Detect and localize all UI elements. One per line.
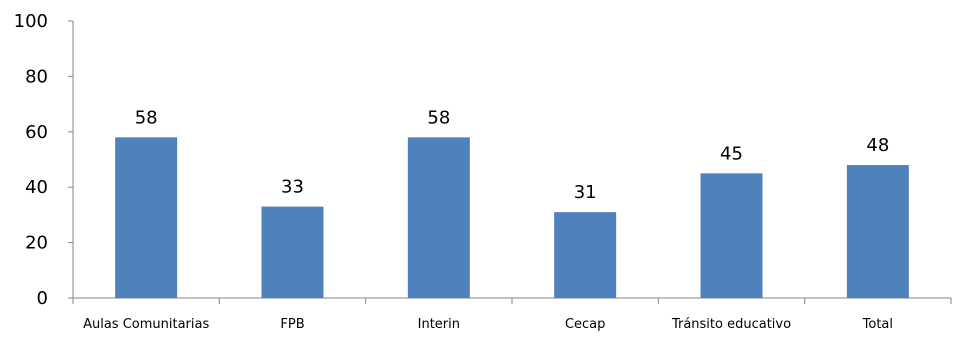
bar (846, 165, 909, 298)
y-tick-label: 20 (25, 233, 48, 254)
data-label: 58 (135, 107, 158, 128)
y-tick-label: 0 (37, 288, 48, 309)
data-label: 33 (281, 177, 304, 198)
bar (261, 206, 324, 298)
data-label: 48 (866, 135, 889, 156)
bar (407, 137, 470, 298)
y-tick-label: 40 (25, 177, 48, 198)
x-tick-label: Total (862, 317, 893, 332)
y-tick-label: 100 (14, 11, 48, 32)
data-label: 58 (427, 107, 450, 128)
x-tick-label: Interin (418, 317, 460, 332)
x-tick-label: Aulas Comunitarias (83, 317, 209, 332)
y-tick-label: 60 (25, 122, 48, 143)
data-label: 31 (574, 182, 597, 203)
bar (115, 137, 178, 298)
x-tick-label: FPB (280, 317, 304, 332)
bar (554, 212, 617, 298)
bar (700, 173, 763, 298)
x-tick-label: Tránsito educativo (671, 317, 791, 332)
x-tick-label: Cecap (565, 317, 605, 332)
data-label: 45 (720, 143, 743, 164)
y-tick-label: 80 (25, 66, 48, 87)
